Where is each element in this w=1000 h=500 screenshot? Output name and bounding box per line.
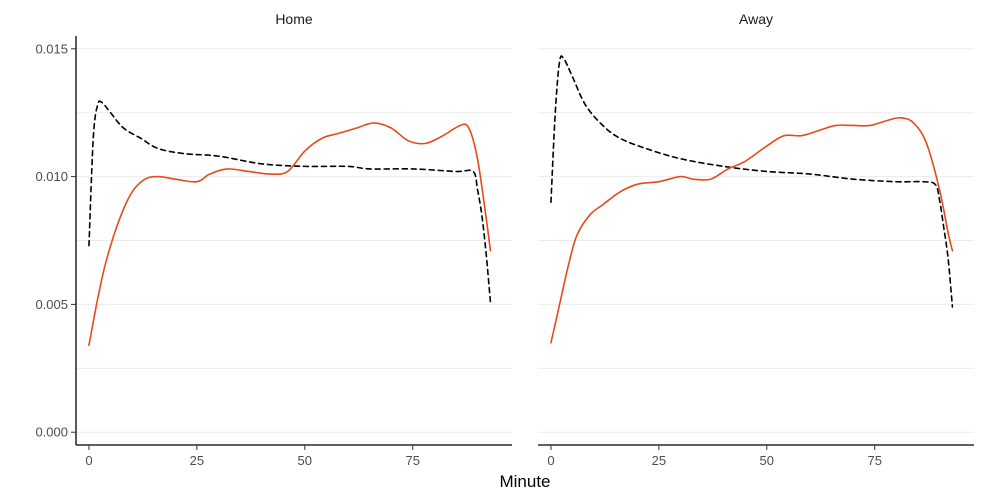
panel-title: Away: [739, 11, 773, 27]
panel-title: Home: [275, 11, 313, 27]
panels-layer: Home 0 25 50 75 0.000 0.005 0.010 0.015 Away 0 25 50…: [35, 11, 974, 468]
y-tick-label: 0.005: [35, 297, 68, 312]
x-tick-label: 50: [760, 453, 774, 468]
x-tick-label: 50: [298, 453, 312, 468]
y-tick-label: 0.000: [35, 425, 68, 440]
solid-series-line: [550, 116, 954, 344]
x-tick-label: 0: [85, 453, 92, 468]
x-tick-label: 25: [190, 453, 204, 468]
dashed-series-line: [88, 100, 492, 303]
x-tick-label: 75: [867, 453, 881, 468]
dashed-series-line: [550, 55, 954, 308]
panel-home: Home 0 25 50 75 0.000 0.005 0.010 0.015: [35, 11, 512, 468]
panel-away: Away 0 25 50 75: [538, 11, 974, 468]
y-tick-label: 0.010: [35, 169, 68, 184]
x-tick-label: 75: [405, 453, 419, 468]
x-tick-label: 25: [652, 453, 666, 468]
solid-series-line: [88, 122, 492, 347]
x-tick-label: 0: [547, 453, 554, 468]
y-tick-label: 0.015: [35, 41, 68, 56]
x-axis-title: Minute: [499, 472, 550, 491]
